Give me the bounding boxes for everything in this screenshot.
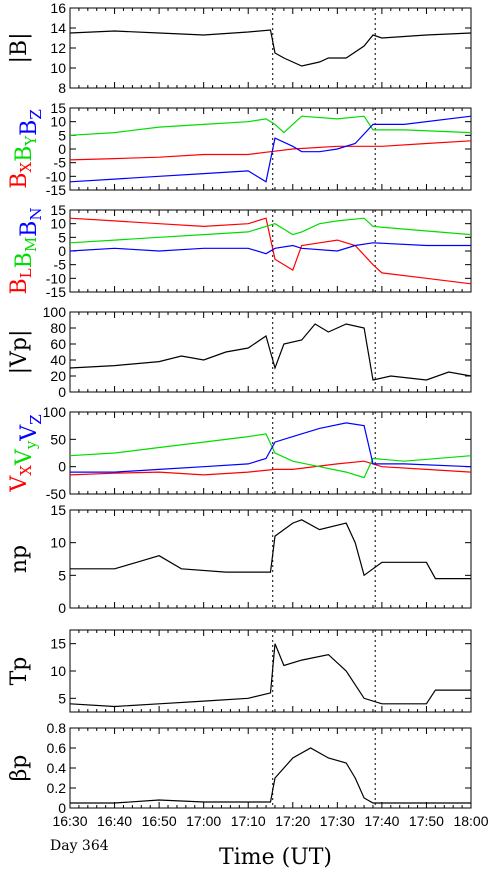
y-tick-label: 8 — [58, 80, 66, 96]
y-tick-label: 0.2 — [47, 780, 67, 796]
y-tick-label: 10 — [50, 216, 66, 232]
y-tick-label: 100 — [43, 404, 67, 420]
panel-frame — [69, 7, 472, 89]
series-line-blue — [69, 242, 471, 255]
day-label: Day 364 — [50, 838, 109, 854]
x-tick-label: 18:00 — [453, 813, 488, 829]
y-tick-label: 0 — [58, 384, 66, 400]
y-tick-label: 15 — [50, 636, 66, 652]
y-tick-label: 5 — [58, 567, 66, 583]
panel-8: 0 0.2 0.4 0.6 0.8 βp — [7, 720, 472, 816]
x-tick-label: 17:10 — [231, 813, 266, 829]
y-axis-label: BLBMBN — [7, 208, 45, 295]
series-line-green — [69, 115, 472, 136]
y-tick-label: 5 — [58, 229, 66, 245]
y-tick-label: -5 — [54, 257, 67, 273]
y-tick-label: 0.6 — [47, 740, 67, 756]
series-line-red — [69, 460, 472, 476]
y-tick-label: 80 — [50, 320, 66, 336]
y-axis-label: Tp — [7, 657, 32, 686]
x-tick-label: 17:30 — [320, 813, 355, 829]
y-axis-label: VXVyVZ — [7, 414, 45, 492]
y-tick-label: -15 — [46, 284, 66, 300]
x-tick-label: 17:20 — [275, 813, 310, 829]
x-tick-label: 17:00 — [186, 813, 221, 829]
x-tick-label: 16:30 — [52, 813, 87, 829]
y-tick-label: 10 — [50, 535, 66, 551]
series-line-green — [69, 433, 472, 479]
series-line-blue — [70, 422, 472, 473]
y-tick-label: -10 — [46, 168, 66, 184]
y-axis-label: np — [7, 545, 32, 573]
series-line-red — [69, 140, 472, 161]
y-tick-label: 0 — [58, 243, 66, 259]
y-tick-label: 15 — [50, 202, 66, 218]
y-tick-label: 0 — [58, 459, 66, 475]
panel-frame — [69, 509, 472, 609]
x-tick-label: 17:40 — [364, 813, 399, 829]
y-tick-label: -50 — [46, 486, 66, 502]
x-tick-label: 17:50 — [409, 813, 444, 829]
y-tick-label: -15 — [46, 182, 66, 198]
panel-7: 5 10 15 Tp — [7, 629, 472, 713]
series-line-black — [70, 519, 471, 580]
y-tick-label: 0 — [58, 141, 66, 157]
series-line-red — [69, 217, 472, 285]
y-tick-label: 100 — [43, 304, 67, 320]
y-tick-label: 5 — [58, 127, 66, 143]
panel-6: 0 5 10 15 np — [7, 502, 472, 616]
y-tick-label: 12 — [50, 40, 66, 56]
y-tick-label: -10 — [46, 270, 66, 286]
x-tick-label: 16:40 — [97, 813, 132, 829]
panel-frame — [69, 411, 472, 495]
y-tick-label: 15 — [50, 100, 66, 116]
y-tick-label: 10 — [50, 60, 66, 76]
y-axis-label: βp — [7, 755, 32, 782]
y-axis-label: |B| — [7, 33, 32, 64]
series-line-blue — [69, 115, 472, 183]
series-line-green — [69, 217, 472, 244]
y-tick-label: 15 — [50, 502, 66, 518]
x-axis-title: Time (UT) — [219, 845, 332, 870]
y-tick-label: 50 — [50, 431, 66, 447]
y-tick-label: 5 — [58, 690, 66, 706]
y-tick-label: 14 — [50, 20, 66, 36]
y-tick-label: 20 — [50, 368, 66, 384]
y-tick-label: 16 — [50, 0, 66, 16]
y-tick-label: 0.8 — [47, 720, 67, 736]
series-line-black — [69, 29, 472, 67]
panel-frame — [69, 311, 472, 393]
y-tick-label: 0.4 — [47, 760, 67, 776]
series-line-black — [70, 747, 471, 804]
y-tick-label: -5 — [54, 155, 67, 171]
y-tick-label: 40 — [50, 352, 66, 368]
y-axis-label: BXBYBZ — [7, 109, 45, 189]
x-tick-label: 16:50 — [142, 813, 177, 829]
y-tick-label: 60 — [50, 336, 66, 352]
y-axis-label: |Vp| — [7, 330, 32, 375]
panel-frame — [69, 629, 472, 713]
y-tick-label: 0 — [58, 800, 66, 816]
y-tick-label: 0 — [58, 600, 66, 616]
series-line-black — [69, 323, 472, 381]
y-tick-label: 10 — [50, 114, 66, 130]
y-tick-label: 10 — [50, 663, 66, 679]
panel-frame — [69, 727, 472, 809]
series-line-black — [69, 643, 471, 708]
panel-1: 8 10 12 14 16 |B| — [7, 0, 472, 96]
